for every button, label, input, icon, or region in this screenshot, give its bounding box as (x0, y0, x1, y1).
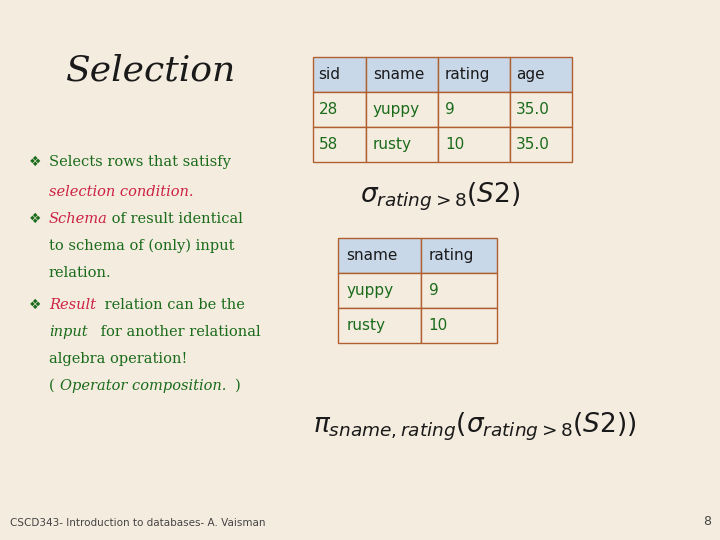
Text: Operator composition.: Operator composition. (60, 379, 227, 393)
Text: 35.0: 35.0 (516, 102, 550, 117)
Text: algebra operation!: algebra operation! (49, 352, 187, 366)
Text: of result identical: of result identical (107, 212, 243, 226)
Text: 8: 8 (703, 515, 711, 528)
Text: Selects rows that satisfy: Selects rows that satisfy (49, 155, 231, 169)
FancyBboxPatch shape (338, 308, 421, 343)
Text: relation.: relation. (49, 266, 112, 280)
Text: input: input (49, 325, 88, 339)
FancyBboxPatch shape (421, 273, 497, 308)
FancyBboxPatch shape (421, 308, 497, 343)
Text: ❖: ❖ (29, 155, 41, 169)
Text: sname: sname (347, 248, 398, 262)
FancyBboxPatch shape (438, 57, 510, 92)
Text: 35.0: 35.0 (516, 137, 550, 152)
FancyBboxPatch shape (366, 127, 438, 162)
Text: Result: Result (49, 298, 96, 312)
Text: age: age (516, 67, 544, 82)
Text: 58: 58 (318, 137, 338, 152)
Text: for another relational: for another relational (96, 325, 261, 339)
Text: ❖: ❖ (29, 212, 41, 226)
Text: CSCD343- Introduction to databases- A. Vaisman: CSCD343- Introduction to databases- A. V… (10, 518, 266, 528)
Text: ❖: ❖ (29, 298, 41, 312)
Text: to schema of (only) input: to schema of (only) input (49, 239, 235, 253)
FancyBboxPatch shape (313, 92, 366, 127)
Text: relation can be the: relation can be the (100, 298, 245, 312)
Text: ): ) (235, 379, 240, 393)
FancyBboxPatch shape (366, 57, 438, 92)
Text: 10: 10 (428, 318, 448, 333)
FancyBboxPatch shape (313, 57, 366, 92)
Text: Selection: Selection (66, 53, 236, 87)
Text: $\sigma_{\mathit{rating>8}}\mathit{(S2)}$: $\sigma_{\mathit{rating>8}}\mathit{(S2)}… (360, 181, 521, 213)
Text: $\pi_{\mathit{sname,rating}}(\sigma_{\mathit{rating>8}}\mathit{(S2))}$: $\pi_{\mathit{sname,rating}}(\sigma_{\ma… (313, 410, 637, 443)
Text: yuppy: yuppy (373, 102, 420, 117)
Text: 28: 28 (318, 102, 338, 117)
Text: 9: 9 (428, 283, 438, 298)
Text: 9: 9 (445, 102, 455, 117)
Text: rating: rating (428, 248, 474, 262)
FancyBboxPatch shape (510, 127, 572, 162)
Text: (: ( (49, 379, 55, 393)
FancyBboxPatch shape (438, 127, 510, 162)
FancyBboxPatch shape (338, 273, 421, 308)
Text: yuppy: yuppy (347, 283, 394, 298)
FancyBboxPatch shape (338, 238, 421, 273)
FancyBboxPatch shape (510, 92, 572, 127)
FancyBboxPatch shape (438, 92, 510, 127)
Text: rating: rating (445, 67, 490, 82)
Text: rusty: rusty (373, 137, 412, 152)
Text: rusty: rusty (347, 318, 386, 333)
FancyBboxPatch shape (510, 57, 572, 92)
FancyBboxPatch shape (313, 127, 366, 162)
Text: Schema: Schema (49, 212, 108, 226)
Text: selection condition.: selection condition. (49, 185, 194, 199)
Text: sid: sid (318, 67, 341, 82)
FancyBboxPatch shape (421, 238, 497, 273)
Text: sname: sname (373, 67, 424, 82)
Text: 10: 10 (445, 137, 464, 152)
FancyBboxPatch shape (366, 92, 438, 127)
